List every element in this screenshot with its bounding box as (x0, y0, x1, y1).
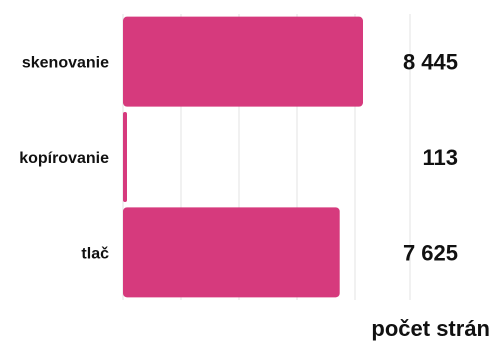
value-label-3: 7 625 (403, 240, 458, 265)
value-label-2: 113 (423, 145, 459, 170)
bar-3 (123, 207, 340, 298)
x-axis-title: počet strán (371, 316, 490, 341)
category-label-3: tlač (81, 245, 109, 262)
category-labels: skenovanie kopírovanie tlač (19, 55, 109, 263)
bar-1 (123, 16, 363, 107)
value-labels: 8 445 113 7 625 (403, 50, 458, 266)
category-label-1: skenovanie (22, 55, 109, 72)
category-label-2: kopírovanie (19, 150, 109, 167)
value-label-1: 8 445 (403, 50, 458, 75)
bars (123, 16, 363, 298)
bar-2 (123, 112, 127, 202)
